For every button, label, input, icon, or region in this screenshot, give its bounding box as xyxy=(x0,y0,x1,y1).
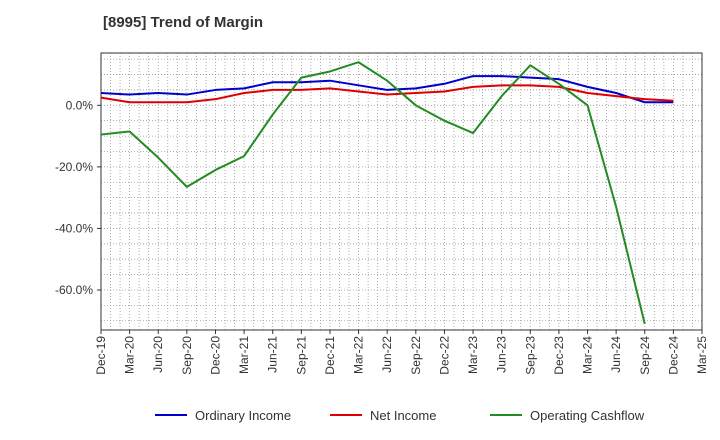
plot-area xyxy=(101,53,702,330)
x-tick-label: Sep-22 xyxy=(409,336,423,375)
legend-label-ordinary-income: Ordinary Income xyxy=(195,408,291,423)
plot-frame xyxy=(100,52,703,331)
y-tick-label: -20.0% xyxy=(55,160,93,174)
series-line-net-income xyxy=(100,84,674,104)
series-line-operating-cashflow xyxy=(100,61,646,325)
y-tick-label: -40.0% xyxy=(55,221,93,235)
x-tick-label: Jun-20 xyxy=(151,336,165,373)
y-tick-label: -60.0% xyxy=(55,283,93,297)
x-tick-label: Sep-20 xyxy=(180,336,194,375)
x-tick-label: Mar-22 xyxy=(352,336,366,374)
x-tick-label: Dec-19 xyxy=(94,336,108,375)
x-tick-label: Jun-21 xyxy=(266,336,280,373)
x-tick-label: Dec-23 xyxy=(552,336,566,375)
x-tick-label: Mar-24 xyxy=(581,336,595,374)
x-tick-label: Dec-21 xyxy=(323,336,337,375)
x-tick-label: Jun-23 xyxy=(495,336,509,373)
legend-label-operating-cashflow: Operating Cashflow xyxy=(530,408,645,423)
chart-title: [8995] Trend of Margin xyxy=(103,14,264,31)
x-tick-label: Mar-25 xyxy=(695,336,709,374)
x-tick-label: Dec-22 xyxy=(437,336,451,375)
x-tick-label: Mar-23 xyxy=(466,336,480,374)
x-tick-label: Dec-20 xyxy=(208,336,222,375)
y-tick-label: 0.0% xyxy=(66,98,94,112)
x-tick-label: Sep-23 xyxy=(523,336,537,375)
x-tick-label: Mar-20 xyxy=(123,336,137,374)
x-tick-label: Sep-21 xyxy=(294,336,308,375)
x-tick-label: Dec-24 xyxy=(666,336,680,375)
legend-label-net-income: Net Income xyxy=(370,408,436,423)
x-tick-label: Mar-21 xyxy=(237,336,251,374)
series-line-ordinary-income xyxy=(100,75,674,104)
x-tick-label: Sep-24 xyxy=(638,336,652,375)
x-tick-label: Jun-22 xyxy=(380,336,394,373)
x-tick-label: Jun-24 xyxy=(609,336,623,373)
